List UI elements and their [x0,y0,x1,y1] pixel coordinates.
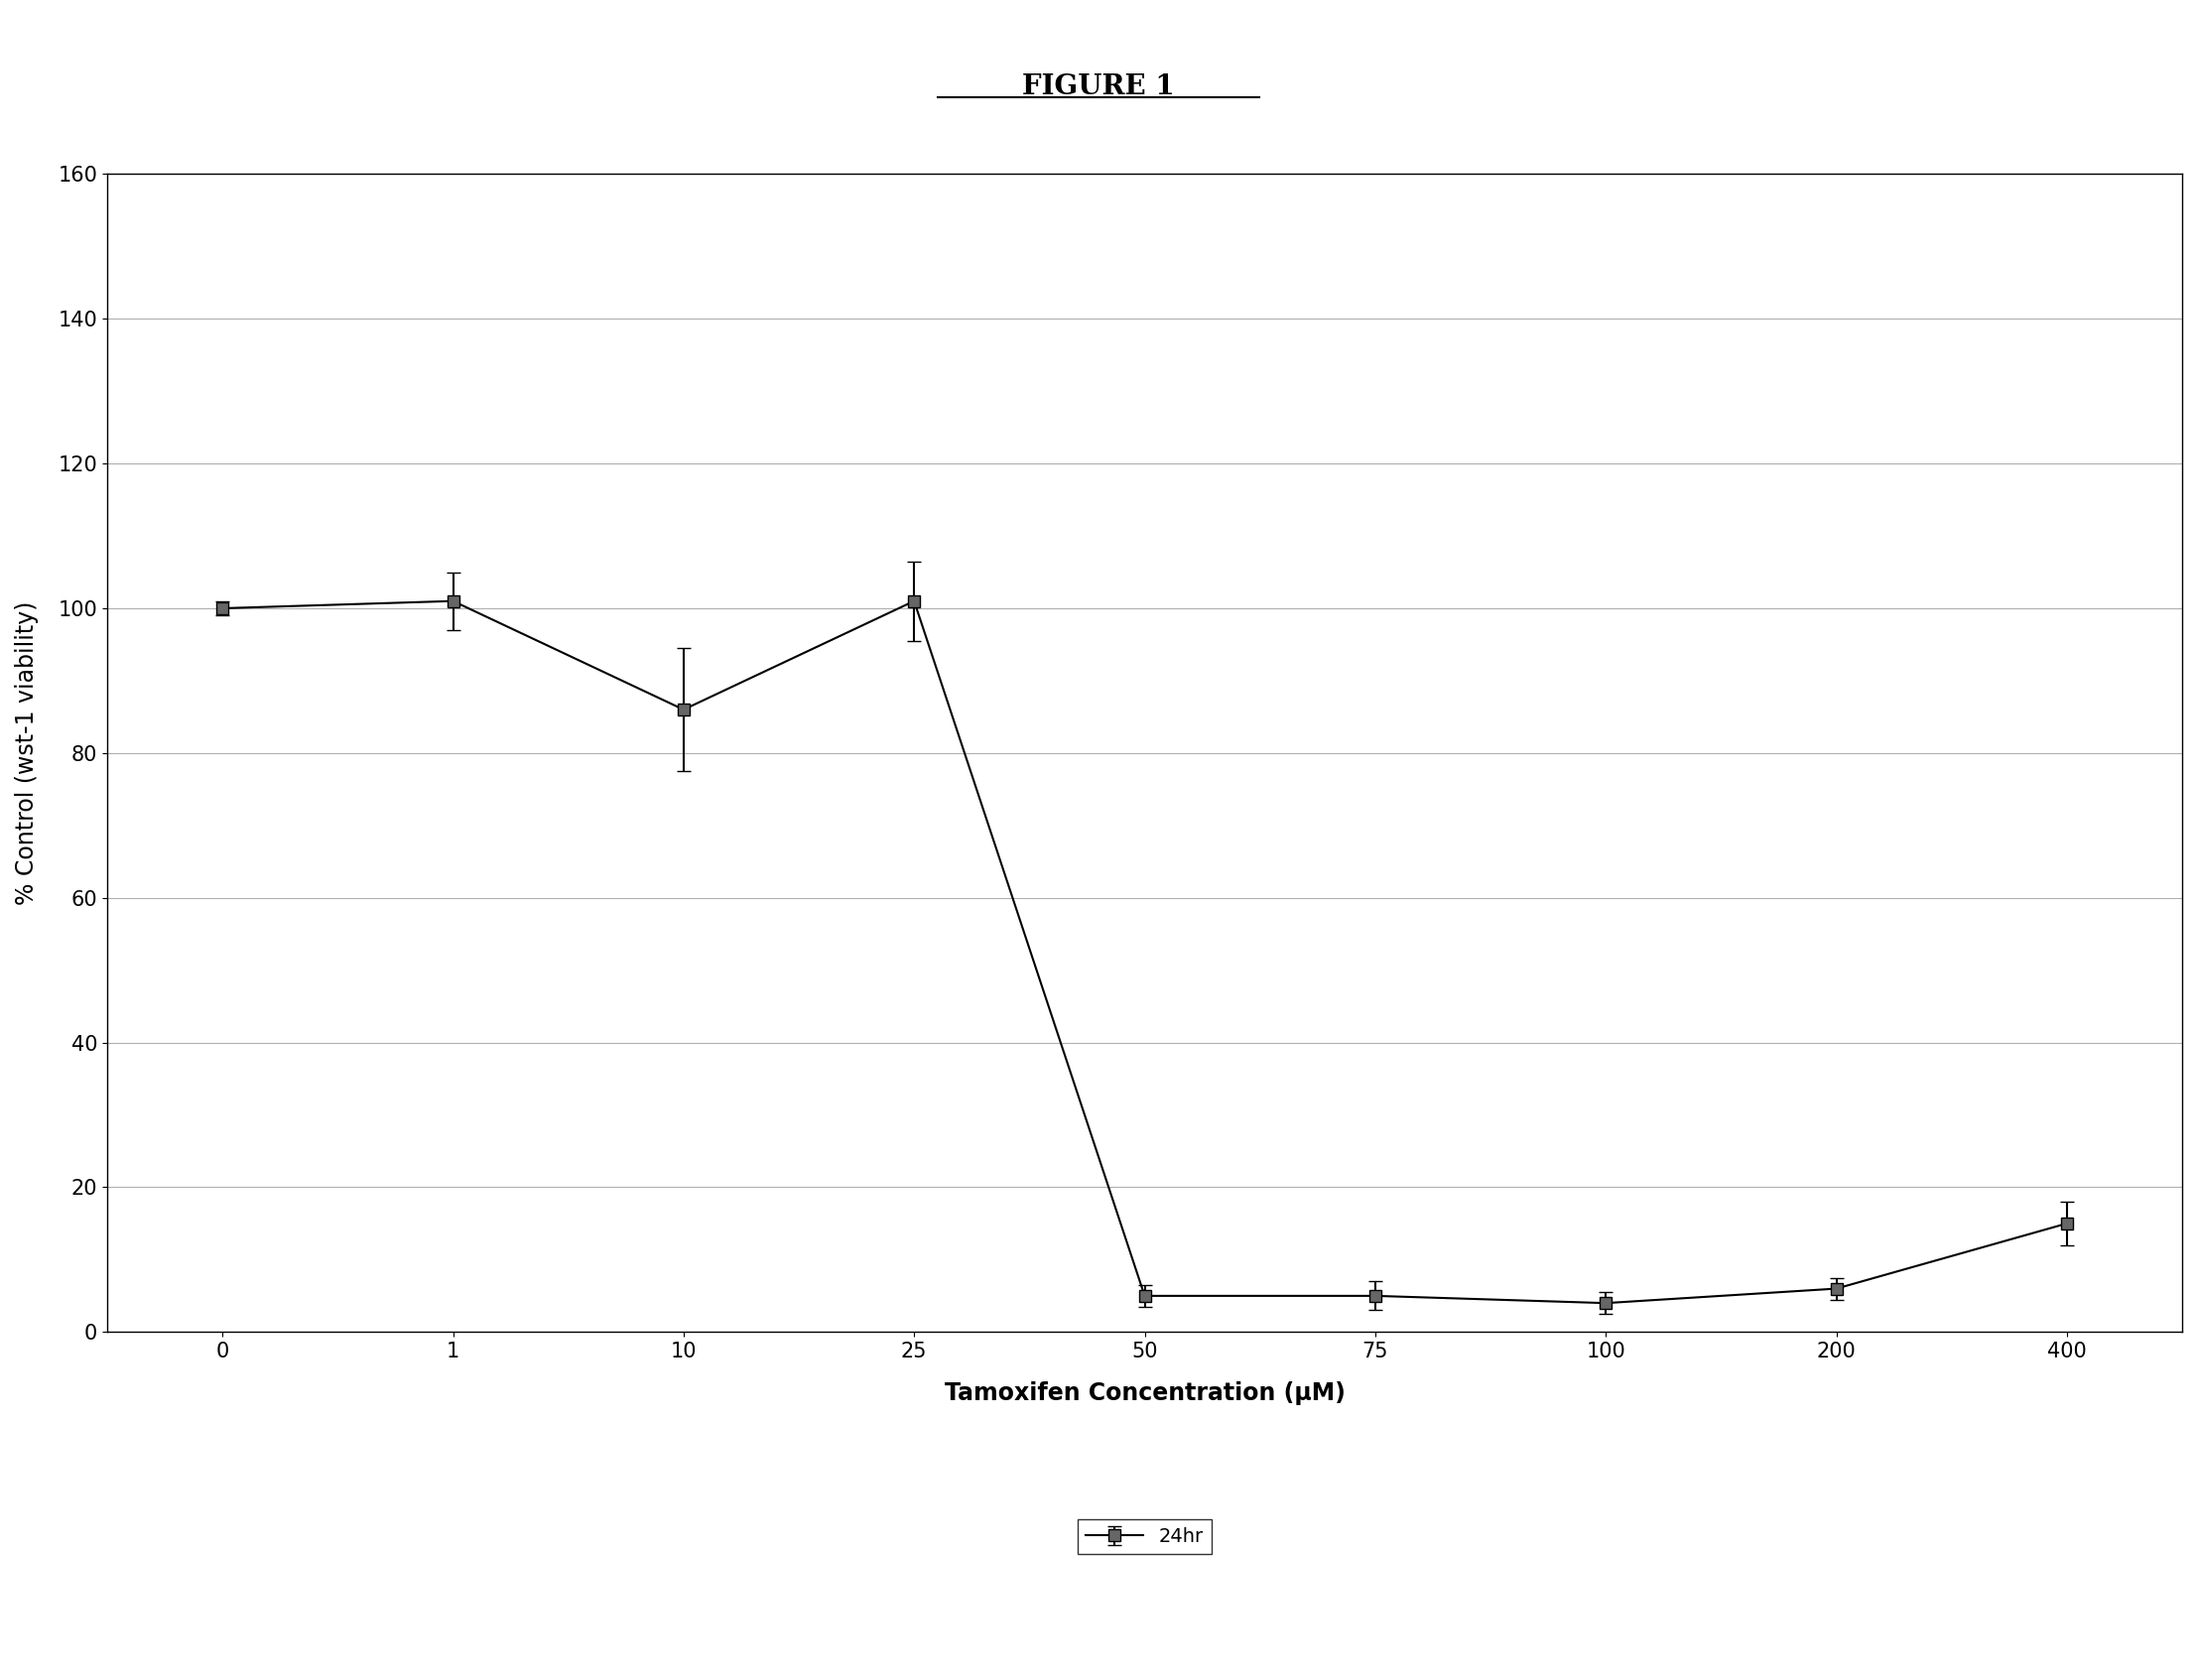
Legend: 24hr: 24hr [1079,1520,1211,1554]
Text: FIGURE 1: FIGURE 1 [1022,74,1175,101]
X-axis label: Tamoxifen Concentration (μM): Tamoxifen Concentration (μM) [945,1381,1345,1404]
Y-axis label: % Control (wst-1 viability): % Control (wst-1 viability) [15,601,40,906]
